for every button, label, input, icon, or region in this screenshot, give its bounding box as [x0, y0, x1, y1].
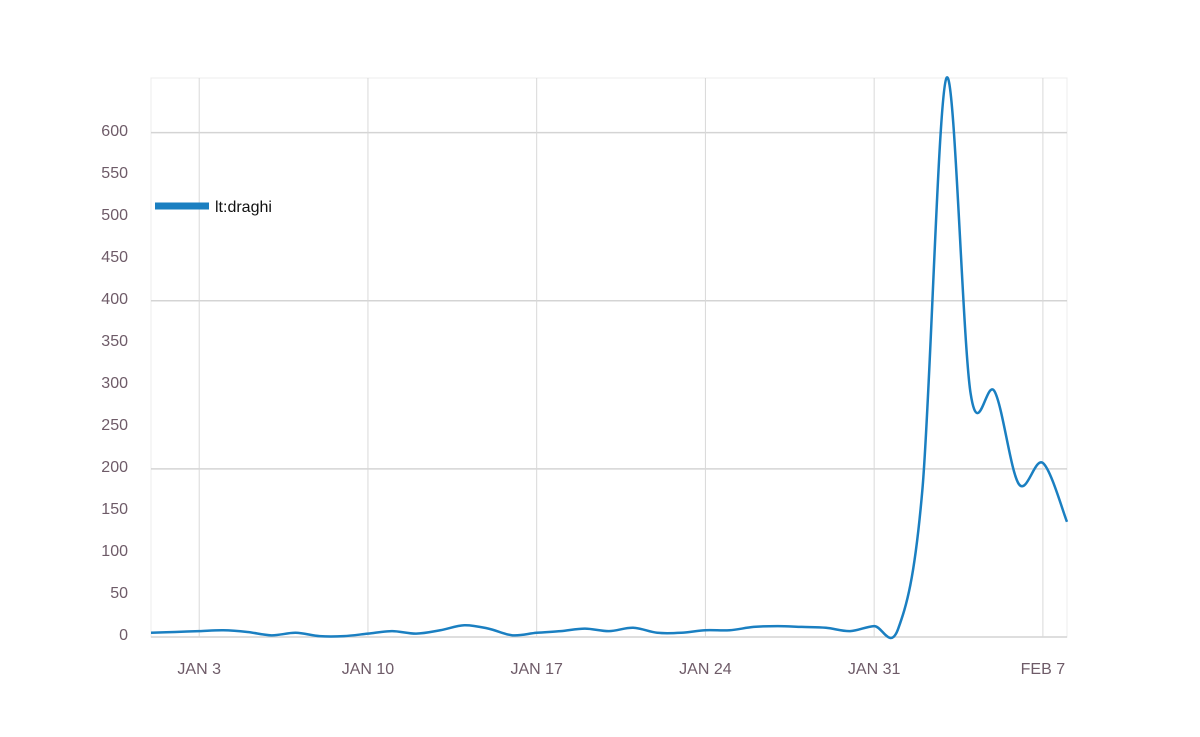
y-tick-label: 350	[101, 333, 128, 350]
x-tick-label: JAN 10	[342, 661, 395, 678]
y-tick-label: 250	[101, 417, 128, 434]
y-tick-label: 550	[101, 165, 128, 182]
y-tick-label: 100	[101, 543, 128, 560]
x-tick-label: JAN 17	[510, 661, 563, 678]
x-tick-label: JAN 3	[177, 661, 221, 678]
y-tick-label: 150	[101, 501, 128, 518]
y-tick-label: 200	[101, 459, 128, 476]
y-tick-label: 500	[101, 207, 128, 224]
y-tick-label: 450	[101, 249, 128, 266]
series-line	[150, 76, 1069, 639]
y-tick-label: 400	[101, 291, 128, 308]
y-tick-label: 0	[119, 627, 128, 644]
y-tick-label: 50	[110, 585, 128, 602]
x-tick-label: JAN 31	[848, 661, 901, 678]
legend-label: lt:draghi	[215, 199, 272, 216]
y-tick-label: 300	[101, 375, 128, 392]
x-tick-label: JAN 24	[679, 661, 732, 678]
y-tick-label: 600	[101, 123, 128, 140]
x-tick-label: FEB 7	[1021, 661, 1066, 678]
